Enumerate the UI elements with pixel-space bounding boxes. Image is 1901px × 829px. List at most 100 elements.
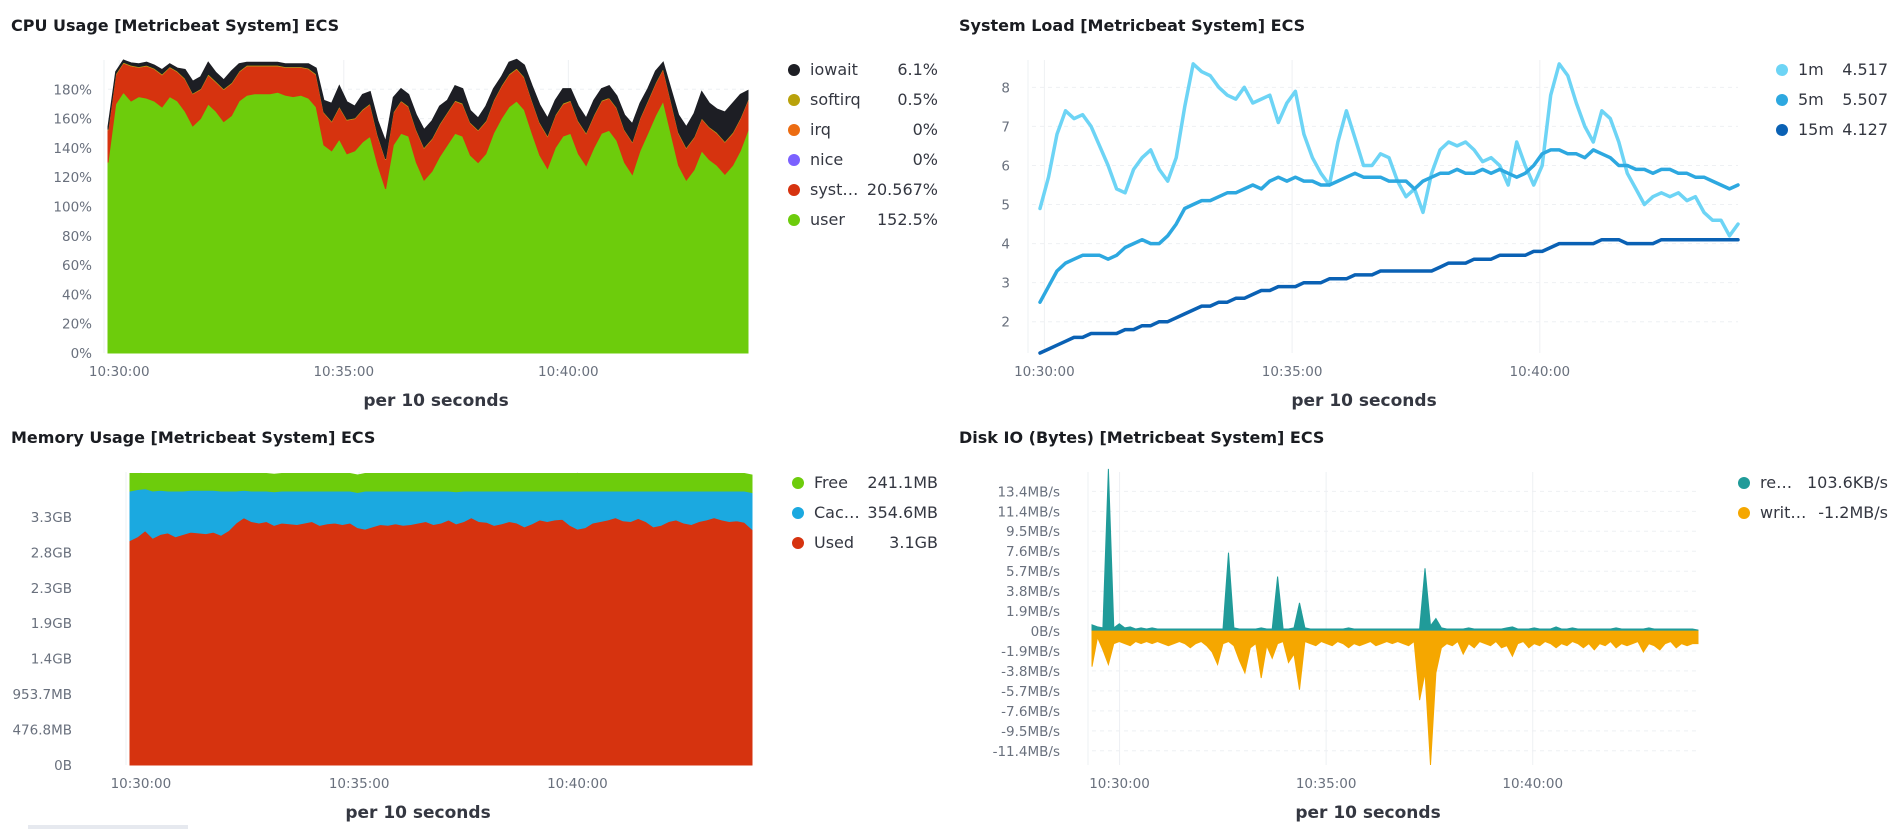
mem-y-tick-label: 2.8GB xyxy=(31,545,72,561)
cpu-legend-item[interactable]: user 152.5% xyxy=(788,205,938,235)
mem-x-tick-label: 10:40:00 xyxy=(547,776,608,792)
cpu-y-tick-label: 0% xyxy=(71,346,93,362)
mem-legend-value: 354.6MB xyxy=(867,503,938,522)
cpu-x-tick-label: 10:35:00 xyxy=(313,364,374,380)
cpu-legend-name: syst… xyxy=(810,180,859,199)
load-x-tick-label: 10:30:00 xyxy=(1014,364,1075,380)
disk-legend-name: re… xyxy=(1760,473,1793,492)
disk-legend-dot xyxy=(1738,477,1750,489)
disk-y-tick-label: 5.7MB/s xyxy=(1006,564,1060,580)
load-legend-item[interactable]: 5m 5.507 xyxy=(1776,85,1888,115)
mem-series-free[interactable] xyxy=(129,473,753,494)
load-y-tick-label: 4 xyxy=(1001,237,1010,253)
system-load-title: System Load [Metricbeat System] ECS xyxy=(959,16,1306,35)
disk-y-tick-label: -5.7MB/s xyxy=(1001,684,1060,700)
mem-plot[interactable]: 0B 476.8MB 953.7MB 1.4GB 1.9GB 2.3GB 2.8GB 3.3G… xyxy=(12,472,753,792)
cpu-series-iowait[interactable] xyxy=(107,58,749,160)
cpu-legend-dot xyxy=(788,154,800,166)
cpu-y-tick-label: 100% xyxy=(53,200,92,216)
cpu-legend-name: nice xyxy=(810,150,844,169)
load-plot[interactable]: 2 3 4 5 6 7 8 10:30:00 10:35:00 10:40:00 xyxy=(1001,60,1740,380)
memory-usage-title: Memory Usage [Metricbeat System] ECS xyxy=(11,428,376,447)
cpu-y-tick-label: 80% xyxy=(62,229,92,245)
mem-legend-item[interactable]: Used 3.1GB xyxy=(792,528,938,558)
mem-legend-item[interactable]: Free 241.1MB xyxy=(792,468,938,498)
cpu-legend-item[interactable]: nice 0% xyxy=(788,145,938,175)
disk-y-tick-label: -9.5MB/s xyxy=(1001,724,1060,740)
load-y-tick-label: 8 xyxy=(1001,80,1010,96)
mem-legend-dot xyxy=(792,477,804,489)
mem-legend-name: Used xyxy=(814,533,855,552)
cpu-legend-item[interactable]: iowait 6.1% xyxy=(788,55,938,85)
cpu-legend-item[interactable]: irq 0% xyxy=(788,115,938,145)
cpu-usage-title: CPU Usage [Metricbeat System] ECS xyxy=(11,16,340,35)
cpu-legend-value: 0% xyxy=(912,120,938,139)
cpu-x-axis-title: per 10 seconds xyxy=(363,391,509,411)
disk-y-tick-label: 11.4MB/s xyxy=(997,504,1060,520)
mem-y-tick-label: 953.7MB xyxy=(12,687,72,703)
cpu-legend-name: user xyxy=(810,210,845,229)
mem-y-tick-label: 1.4GB xyxy=(31,652,72,668)
scroll-indicator[interactable] xyxy=(28,825,188,829)
load-legend-name: 5m xyxy=(1798,90,1824,109)
cpu-legend-value: 152.5% xyxy=(876,210,938,229)
memory-usage-panel: Memory Usage [Metricbeat System] ECS xyxy=(11,428,941,828)
cpu-legend-value: 0.5% xyxy=(897,90,938,109)
cpu-x-tick-label: 10:30:00 xyxy=(89,364,150,380)
load-series-5m[interactable] xyxy=(1038,148,1740,304)
load-y-tick-label: 3 xyxy=(1001,276,1010,292)
mem-y-tick-label: 2.3GB xyxy=(31,581,72,597)
load-legend-item[interactable]: 1m 4.517 xyxy=(1776,55,1888,85)
cpu-legend-value: 0% xyxy=(912,150,938,169)
mem-legend-item[interactable]: Cac… 354.6MB xyxy=(792,498,938,528)
disk-plot[interactable]: -11.4MB/s -9.5MB/s -7.6MB/s -5.7MB/s -3.8MB/… xyxy=(993,468,1699,792)
disk-legend-item[interactable]: re… 103.6KB/s xyxy=(1738,468,1888,498)
memory-x-axis-title: per 10 seconds xyxy=(345,803,491,823)
mem-legend-value: 3.1GB xyxy=(889,533,938,552)
disk-x-axis-title: per 10 seconds xyxy=(1295,803,1441,823)
cpu-legend-item[interactable]: softirq 0.5% xyxy=(788,85,938,115)
disk-y-tick-label: 13.4MB/s xyxy=(997,484,1060,500)
cpu-legend-dot xyxy=(788,184,800,196)
mem-y-tick-label: 3.3GB xyxy=(31,510,72,526)
disk-y-tick-label: -1.9MB/s xyxy=(1001,644,1060,660)
load-legend-item[interactable]: 15m 4.127 xyxy=(1776,115,1888,145)
mem-y-tick-label: 1.9GB xyxy=(31,616,72,632)
disk-y-tick-label: -11.4MB/s xyxy=(993,744,1060,760)
disk-y-tick-label: 0B/s xyxy=(1031,624,1060,640)
disk-io-panel: Disk IO (Bytes) [Metricbeat System] ECS xyxy=(959,428,1889,828)
load-series-15m[interactable] xyxy=(1038,237,1740,355)
disk-y-tick-label: -7.6MB/s xyxy=(1001,704,1060,720)
cpu-legend-dot xyxy=(788,94,800,106)
load-y-tick-label: 7 xyxy=(1001,119,1010,135)
disk-x-tick-label: 10:35:00 xyxy=(1296,776,1357,792)
cpu-legend-name: softirq xyxy=(810,90,861,109)
mem-legend-dot xyxy=(792,537,804,549)
cpu-y-tick-label: 40% xyxy=(62,287,92,303)
cpu-plot[interactable]: 0% 20% 40% 60% 80% 100% 120% 140% 160% 180% 10:30:… xyxy=(53,58,749,380)
disk-io-legend: re… 103.6KB/s writ… -1.2MB/s xyxy=(1738,468,1888,528)
mem-legend-name: Free xyxy=(814,473,848,492)
memory-usage-legend: Free 241.1MB Cac… 354.6MB Used 3.1GB xyxy=(792,468,938,558)
load-legend-name: 1m xyxy=(1798,60,1824,79)
cpu-y-tick-label: 20% xyxy=(62,317,92,333)
system-load-panel: System Load [Metricbeat System] ECS xyxy=(959,16,1889,416)
disk-x-tick-label: 10:40:00 xyxy=(1502,776,1563,792)
load-y-tick-label: 2 xyxy=(1001,315,1010,331)
mem-x-tick-label: 10:35:00 xyxy=(329,776,390,792)
load-x-axis-title: per 10 seconds xyxy=(1291,391,1437,411)
disk-legend-item[interactable]: writ… -1.2MB/s xyxy=(1738,498,1888,528)
disk-series-read[interactable] xyxy=(1091,468,1699,632)
cpu-legend-item[interactable]: syst… 20.567% xyxy=(788,175,938,205)
load-legend-dot xyxy=(1776,64,1788,76)
load-series-1m[interactable] xyxy=(1038,62,1740,238)
cpu-legend-name: irq xyxy=(810,120,831,139)
mem-legend-value: 241.1MB xyxy=(867,473,938,492)
disk-legend-name: writ… xyxy=(1760,503,1807,522)
disk-series-write[interactable] xyxy=(1091,630,1699,766)
cpu-y-tick-label: 120% xyxy=(53,170,92,186)
load-y-tick-label: 5 xyxy=(1001,198,1010,214)
load-legend-dot xyxy=(1776,94,1788,106)
disk-legend-dot xyxy=(1738,507,1750,519)
